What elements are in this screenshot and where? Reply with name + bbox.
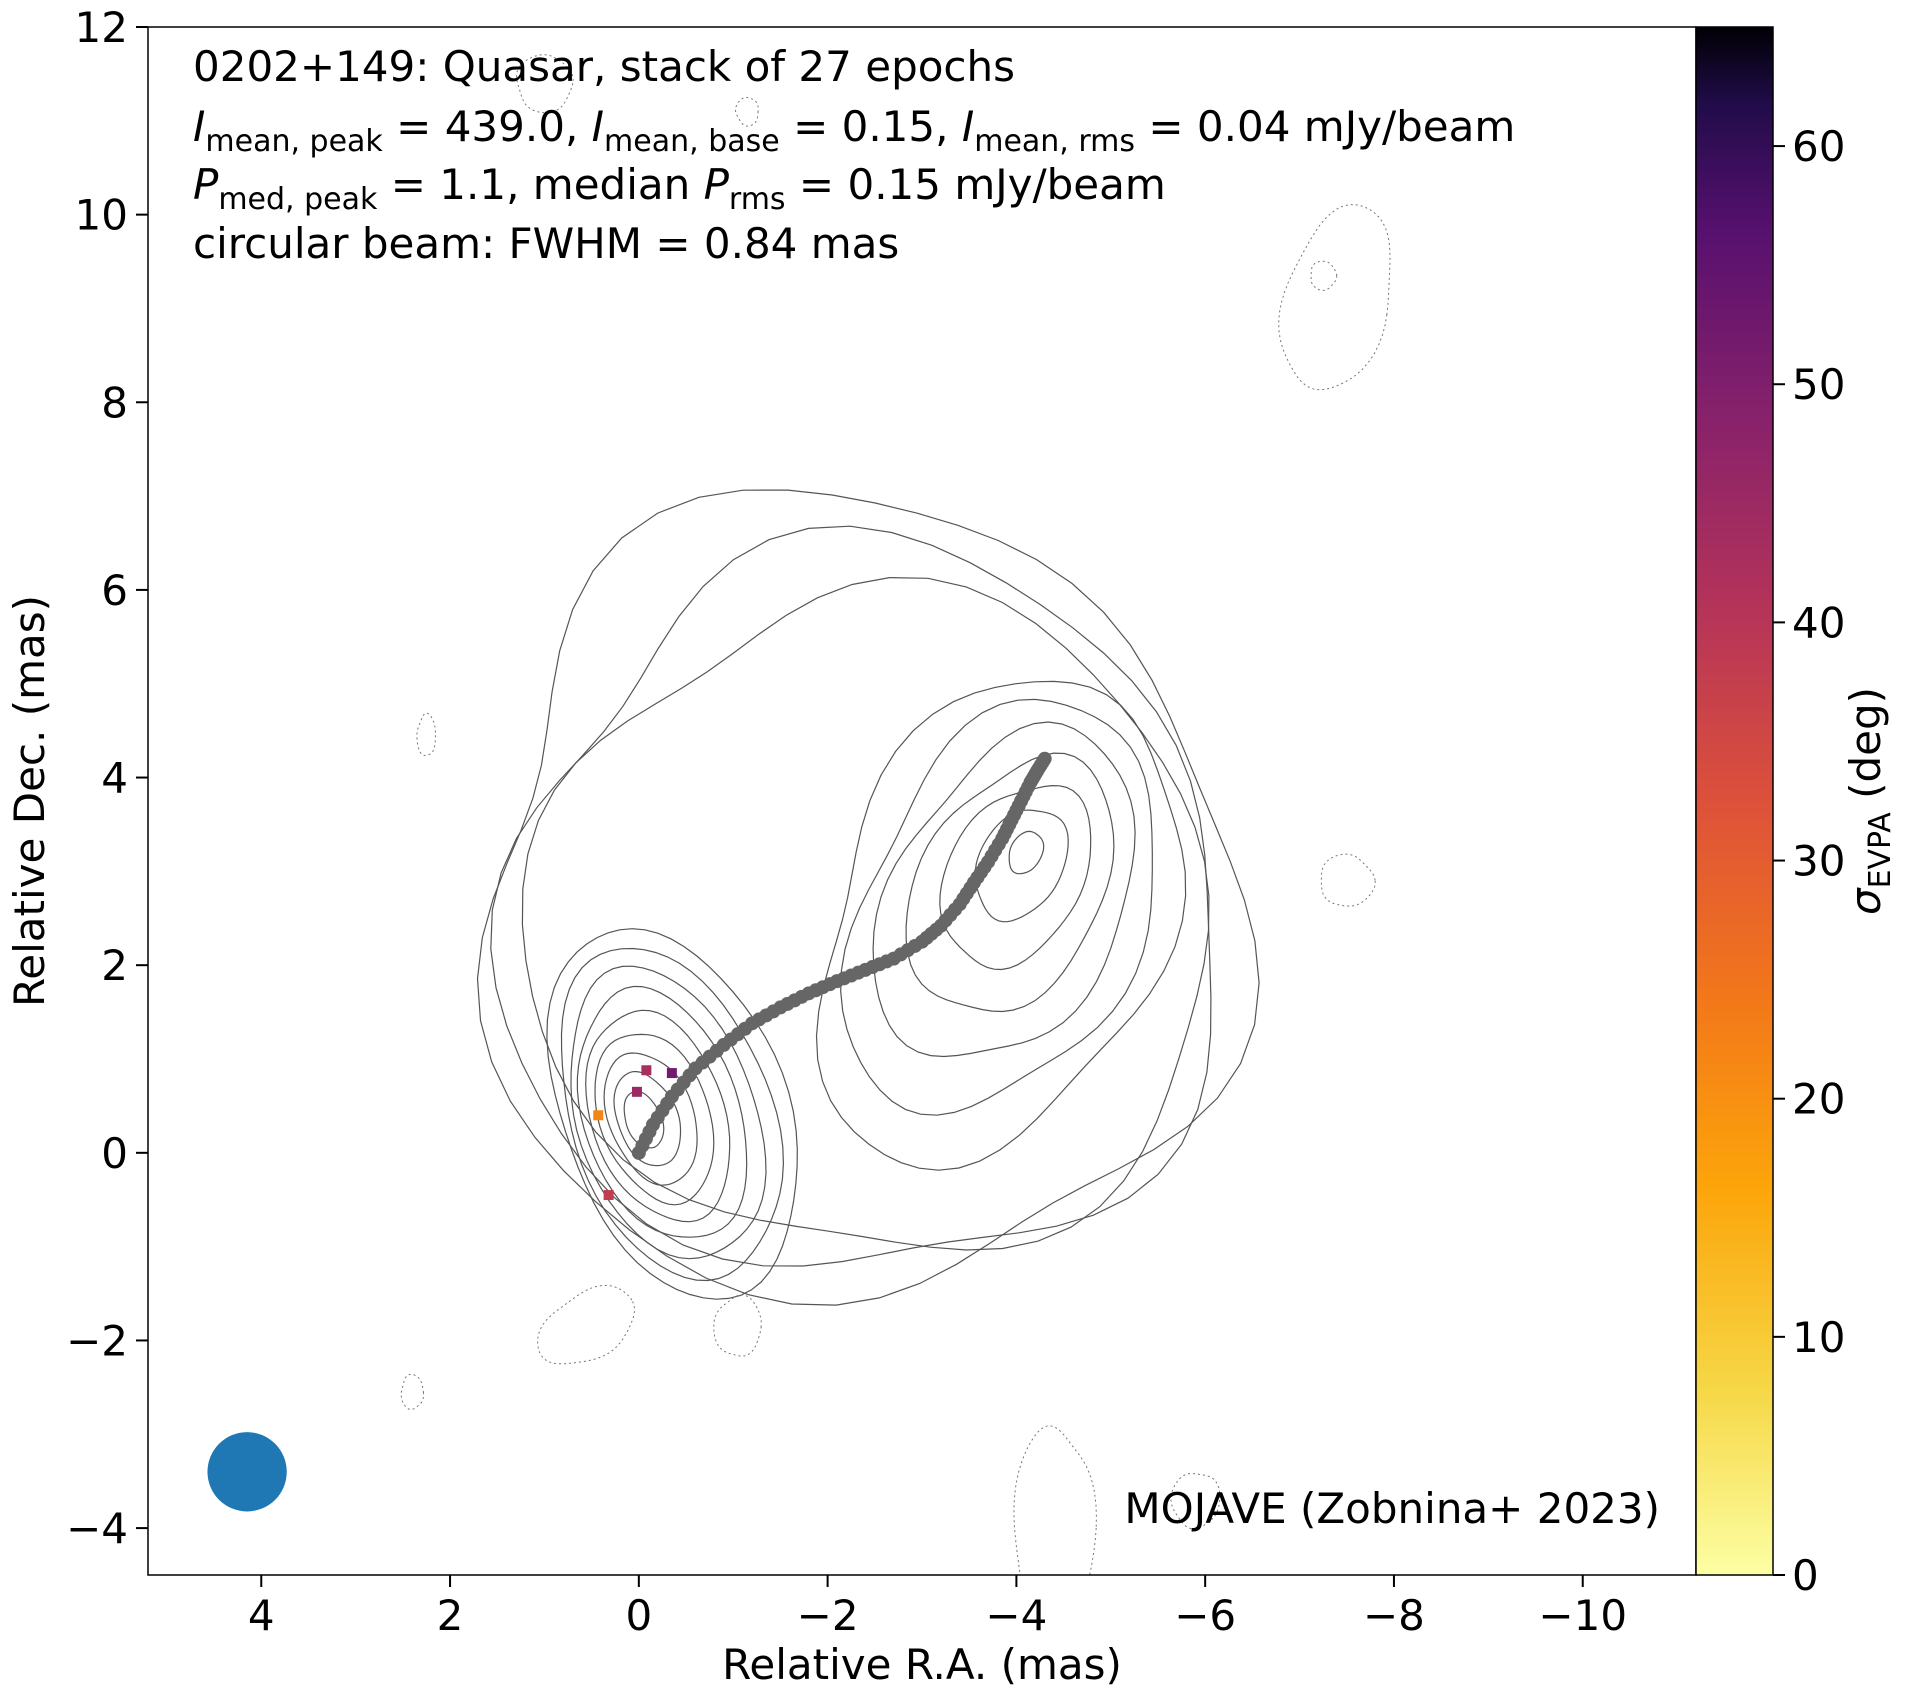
beam-ellipse bbox=[207, 1432, 287, 1512]
title-line-3: Pmed, peak = 1.1, median Prms = 0.15 mJy… bbox=[193, 160, 1166, 217]
outer-contour bbox=[521, 576, 1210, 1251]
y-tick-label: −2 bbox=[66, 1316, 128, 1365]
colorbar-tick-label: 0 bbox=[1792, 1551, 1819, 1600]
core-contour bbox=[603, 1052, 698, 1186]
colorbar-frame bbox=[1695, 26, 1774, 1576]
knot-contour bbox=[939, 784, 1092, 971]
knot-contour bbox=[840, 698, 1153, 1116]
colorbar-tick-label: 60 bbox=[1792, 122, 1845, 171]
negative-contour bbox=[1013, 1425, 1097, 1575]
knot-contour bbox=[815, 680, 1187, 1171]
x-axis-label: Relative R.A. (mas) bbox=[722, 1640, 1122, 1689]
core-contour bbox=[546, 928, 798, 1300]
y-tick-label: 0 bbox=[101, 1129, 128, 1178]
x-tick-label: 0 bbox=[625, 1591, 652, 1640]
x-tick-label: −4 bbox=[985, 1591, 1047, 1640]
evpa-pixel bbox=[641, 1065, 652, 1076]
y-tick-label: 12 bbox=[75, 3, 128, 52]
outer-contour bbox=[490, 525, 1212, 1267]
x-tick-label: −6 bbox=[1174, 1591, 1236, 1640]
colorbar-ticks: 0 10 20 30 40 50 60 bbox=[1773, 122, 1845, 1600]
colorbar-tick-label: 30 bbox=[1792, 837, 1845, 886]
outer-contour bbox=[476, 489, 1260, 1306]
colorbar-tick-label: 40 bbox=[1792, 598, 1845, 647]
core-contour bbox=[570, 965, 767, 1260]
negative-contour bbox=[416, 712, 436, 757]
colorbar-label: σEVPA (deg) bbox=[1841, 687, 1898, 915]
x-tick-label: 4 bbox=[248, 1591, 275, 1640]
ridge-layer bbox=[631, 751, 1052, 1160]
core-contour bbox=[594, 1033, 715, 1206]
y-tick-label: −4 bbox=[66, 1504, 128, 1553]
y-tick-label: 10 bbox=[75, 191, 128, 240]
evpa-pixel bbox=[631, 1086, 642, 1097]
negative-contour bbox=[400, 1373, 425, 1411]
evpa-pixel bbox=[593, 1110, 604, 1121]
x-tick-label: 2 bbox=[437, 1591, 464, 1640]
title-line-4: circular beam: FWHM = 0.84 mas bbox=[193, 219, 899, 268]
core-contour bbox=[560, 947, 785, 1282]
negative-contour bbox=[1278, 204, 1391, 391]
colorbar bbox=[1696, 27, 1773, 1575]
knot-contour bbox=[905, 752, 1115, 1013]
y-axis-label: Relative Dec. (mas) bbox=[5, 595, 54, 1007]
evpa-pixel bbox=[666, 1068, 677, 1079]
core-contour bbox=[613, 1071, 682, 1167]
core-contour bbox=[576, 985, 748, 1238]
knot-contour bbox=[974, 809, 1069, 923]
y-tick-label: 4 bbox=[101, 754, 128, 803]
y-axis-ticks: −4 −2 0 2 4 6 8 10 12 bbox=[66, 3, 148, 1553]
x-axis-ticks: 4 2 0 −2 −4 −6 −8 −10 bbox=[248, 1575, 1627, 1640]
colorbar-tick-label: 50 bbox=[1792, 360, 1845, 409]
negative-contour bbox=[537, 1284, 636, 1365]
negative-contour bbox=[1320, 853, 1376, 907]
x-tick-label: −2 bbox=[797, 1591, 859, 1640]
negative-contour bbox=[713, 1294, 762, 1357]
colorbar-tick-label: 20 bbox=[1792, 1075, 1845, 1124]
core-contour bbox=[585, 1009, 731, 1223]
negative-contour bbox=[1310, 260, 1338, 292]
y-tick-label: 8 bbox=[101, 378, 128, 427]
negative-contour bbox=[734, 96, 759, 127]
ridge-point bbox=[1037, 751, 1052, 766]
x-tick-label: −8 bbox=[1363, 1591, 1425, 1640]
credit-label: MOJAVE (Zobnina+ 2023) bbox=[1124, 1484, 1660, 1533]
evpa-pixel bbox=[603, 1190, 614, 1201]
core-contour bbox=[623, 1090, 665, 1149]
negative-contour bbox=[1170, 1472, 1221, 1530]
evpa-layer bbox=[593, 1065, 677, 1201]
knot-contour bbox=[872, 721, 1136, 1058]
title-line-1: 0202+149: Quasar, stack of 27 epochs bbox=[193, 42, 1015, 91]
beam-layer bbox=[207, 1432, 287, 1512]
chart-title: 0202+149: Quasar, stack of 27 epochs Ime… bbox=[193, 42, 1515, 268]
title-line-2: Imean, peak = 439.0, Imean, base = 0.15,… bbox=[193, 102, 1515, 159]
ridge-line bbox=[634, 756, 1049, 1156]
colorbar-tick-label: 10 bbox=[1792, 1313, 1845, 1362]
y-tick-label: 6 bbox=[101, 566, 128, 615]
contour-layer bbox=[400, 54, 1391, 1575]
knot-contour bbox=[1008, 830, 1045, 875]
x-tick-label: −10 bbox=[1538, 1591, 1627, 1640]
y-tick-label: 2 bbox=[101, 941, 128, 990]
